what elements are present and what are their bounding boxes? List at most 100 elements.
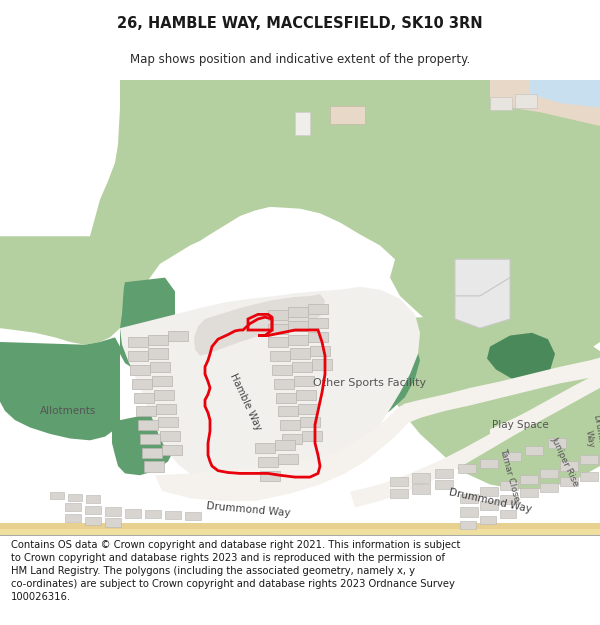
Polygon shape (375, 314, 600, 489)
Polygon shape (268, 324, 288, 334)
Polygon shape (435, 480, 453, 489)
Polygon shape (0, 523, 600, 529)
Polygon shape (480, 488, 498, 496)
Polygon shape (85, 506, 101, 514)
Polygon shape (0, 529, 600, 535)
Polygon shape (142, 448, 162, 458)
Polygon shape (412, 484, 430, 494)
Polygon shape (308, 318, 328, 328)
Polygon shape (412, 473, 430, 482)
Polygon shape (272, 365, 292, 375)
Polygon shape (580, 472, 598, 481)
Polygon shape (134, 392, 154, 402)
Text: Play Space: Play Space (491, 420, 548, 430)
Polygon shape (480, 501, 498, 510)
Polygon shape (460, 521, 476, 529)
Polygon shape (330, 106, 365, 124)
Polygon shape (90, 80, 600, 365)
Polygon shape (480, 516, 496, 524)
Polygon shape (85, 517, 101, 525)
Polygon shape (152, 376, 172, 386)
Polygon shape (520, 488, 538, 498)
Polygon shape (503, 452, 521, 461)
Polygon shape (310, 346, 330, 356)
Text: 26, HAMBLE WAY, MACCLESFIELD, SK10 3RN: 26, HAMBLE WAY, MACCLESFIELD, SK10 3RN (117, 16, 483, 31)
Polygon shape (144, 461, 164, 472)
Polygon shape (294, 376, 314, 386)
Polygon shape (530, 80, 600, 107)
Polygon shape (150, 362, 170, 372)
Polygon shape (274, 379, 294, 389)
Text: Juniper Rise: Juniper Rise (550, 435, 580, 488)
Text: Contains OS data © Crown copyright and database right 2021. This information is : Contains OS data © Crown copyright and d… (11, 539, 460, 602)
Text: Drummond
Way: Drummond Way (581, 413, 600, 464)
Polygon shape (160, 431, 180, 441)
Polygon shape (390, 489, 408, 498)
Polygon shape (390, 477, 408, 486)
Polygon shape (500, 494, 518, 504)
Text: Map shows position and indicative extent of the property.: Map shows position and indicative extent… (130, 54, 470, 66)
Polygon shape (145, 510, 161, 519)
Polygon shape (560, 461, 578, 471)
Polygon shape (540, 482, 558, 492)
Polygon shape (350, 372, 600, 508)
Polygon shape (302, 431, 322, 441)
Polygon shape (290, 348, 310, 359)
Polygon shape (490, 412, 528, 439)
Polygon shape (500, 510, 516, 519)
Polygon shape (288, 307, 308, 317)
Polygon shape (435, 469, 453, 478)
Polygon shape (156, 404, 176, 414)
Polygon shape (162, 445, 182, 455)
Polygon shape (168, 331, 188, 341)
Polygon shape (525, 446, 543, 455)
Polygon shape (300, 418, 320, 428)
Polygon shape (165, 511, 181, 519)
Text: Allotments: Allotments (40, 406, 96, 416)
Polygon shape (258, 457, 278, 467)
Polygon shape (155, 357, 600, 501)
Polygon shape (268, 310, 288, 320)
Polygon shape (280, 420, 300, 430)
Polygon shape (296, 390, 316, 400)
Polygon shape (540, 469, 558, 478)
Polygon shape (130, 365, 150, 375)
Polygon shape (487, 332, 555, 379)
Polygon shape (515, 94, 537, 108)
Polygon shape (276, 392, 296, 402)
Polygon shape (460, 508, 478, 517)
Polygon shape (0, 338, 120, 441)
Polygon shape (580, 455, 598, 464)
Polygon shape (308, 332, 328, 342)
Polygon shape (308, 304, 328, 314)
Polygon shape (105, 519, 121, 527)
Polygon shape (138, 420, 158, 430)
Polygon shape (480, 459, 498, 468)
Polygon shape (185, 512, 201, 520)
Polygon shape (288, 334, 308, 345)
Polygon shape (298, 404, 318, 414)
Polygon shape (278, 454, 298, 464)
Polygon shape (268, 338, 288, 348)
Polygon shape (132, 379, 152, 389)
Polygon shape (128, 351, 148, 361)
Polygon shape (86, 496, 100, 503)
Text: Drummond Way: Drummond Way (206, 501, 290, 519)
Polygon shape (260, 471, 280, 481)
Polygon shape (288, 321, 308, 331)
Text: Hamble Way: Hamble Way (229, 372, 263, 432)
Polygon shape (65, 503, 81, 511)
Polygon shape (50, 492, 64, 499)
Polygon shape (312, 359, 332, 369)
Polygon shape (278, 406, 298, 416)
Polygon shape (548, 439, 566, 448)
Polygon shape (315, 319, 420, 422)
Polygon shape (490, 96, 512, 111)
Polygon shape (194, 294, 325, 356)
Polygon shape (148, 348, 168, 359)
Polygon shape (270, 351, 290, 361)
Polygon shape (275, 441, 295, 451)
Polygon shape (120, 287, 420, 491)
Polygon shape (560, 477, 578, 486)
Polygon shape (148, 334, 168, 345)
